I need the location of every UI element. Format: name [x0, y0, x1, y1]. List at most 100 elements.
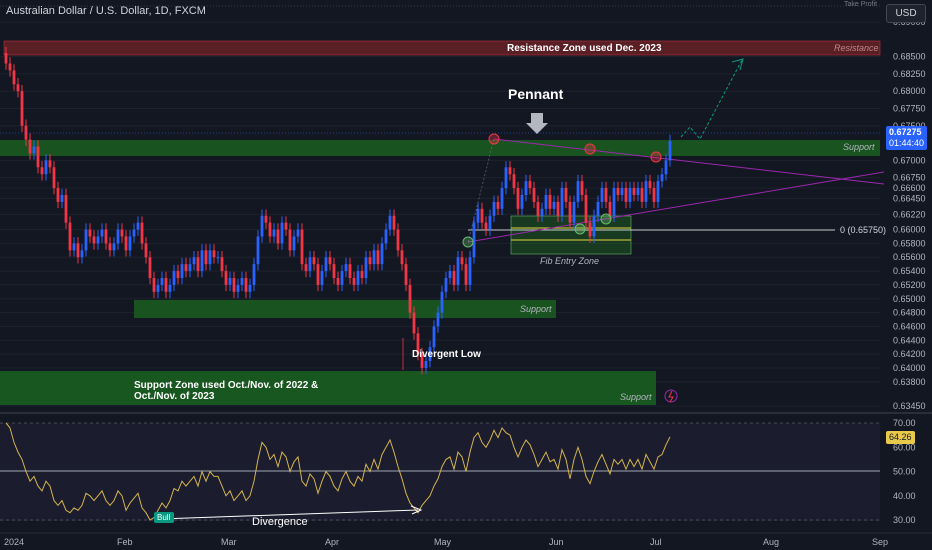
- candle-body: [48, 160, 52, 168]
- price-tick-label: 0.67750: [893, 103, 926, 113]
- candle-body: [476, 208, 480, 223]
- candle-body: [448, 271, 452, 278]
- candle-body: [440, 291, 444, 313]
- pennant-label: Pennant: [508, 86, 564, 102]
- candle: [484, 216, 488, 236]
- candle-body: [60, 194, 64, 202]
- candle-body: [260, 215, 264, 237]
- support-zone-low: [0, 371, 656, 405]
- candle-body: [76, 243, 80, 258]
- candle-body: [624, 188, 628, 202]
- candle-body: [432, 326, 436, 348]
- candle: [224, 264, 228, 292]
- candle-body: [160, 278, 164, 285]
- candle-body: [276, 229, 280, 244]
- candle: [284, 216, 288, 236]
- current-price-value: 0.67275: [889, 127, 922, 137]
- currency-button[interactable]: USD: [886, 4, 926, 23]
- candle-body: [124, 236, 128, 251]
- candle: [208, 244, 212, 271]
- candle-body: [236, 284, 240, 292]
- candle-body: [148, 257, 152, 278]
- candle-body: [72, 243, 76, 251]
- candle-body: [376, 250, 380, 265]
- candle: [40, 161, 44, 181]
- candle: [16, 78, 20, 98]
- candle-body: [116, 229, 120, 244]
- candle-body: [88, 229, 92, 237]
- candle: [556, 195, 560, 222]
- candle: [180, 257, 184, 285]
- price-tick-label: 0.64000: [893, 363, 926, 373]
- candle-body: [532, 188, 536, 202]
- price-tick-label: 0.65800: [893, 238, 926, 248]
- price-tick-label: 0.66600: [893, 183, 926, 193]
- candle-body: [220, 257, 224, 272]
- pivot-circle: [462, 236, 474, 248]
- candle: [648, 174, 652, 195]
- candle-body: [600, 188, 604, 202]
- candle: [236, 278, 240, 299]
- candle: [524, 174, 528, 202]
- candle: [440, 285, 444, 319]
- candle-body: [208, 250, 212, 265]
- candle-body: [436, 312, 440, 327]
- candle: [4, 46, 8, 70]
- candle-body: [84, 229, 88, 251]
- candle: [644, 174, 648, 209]
- candle: [372, 244, 376, 271]
- candle-body: [520, 194, 524, 209]
- price-tick-label: 0.64400: [893, 335, 926, 345]
- candle: [160, 271, 164, 292]
- candle-body: [540, 208, 544, 216]
- price-tick-label: 0.65200: [893, 280, 926, 290]
- candle-body: [268, 222, 272, 237]
- candle: [540, 202, 544, 222]
- candle-body: [24, 125, 28, 140]
- candle-body: [664, 160, 668, 175]
- candle: [44, 154, 48, 181]
- candle-body: [36, 146, 40, 168]
- divergent-low-label: Divergent Low: [412, 349, 481, 360]
- take-profit-label: Take Profit: [844, 1, 878, 8]
- bull-badge: [154, 512, 174, 523]
- candle-body: [516, 188, 520, 209]
- candle-body: [104, 229, 108, 244]
- candle: [356, 264, 360, 292]
- candle-body: [552, 201, 556, 209]
- pivot-circle: [600, 213, 612, 225]
- date-tick-label: Mar: [221, 537, 237, 547]
- candle: [260, 209, 264, 243]
- candle: [636, 181, 640, 202]
- candle: [152, 271, 156, 299]
- candle-body: [572, 201, 576, 223]
- candle-body: [452, 271, 456, 285]
- candle-body: [216, 257, 220, 259]
- candle-body: [224, 271, 228, 285]
- candle-body: [596, 201, 600, 216]
- candle-body: [232, 278, 236, 292]
- candle-body: [500, 188, 504, 209]
- support-zone-text-line1: Support Zone used Oct./Nov. of 2022 &: [134, 380, 319, 391]
- candle-body: [308, 257, 312, 272]
- candle: [460, 251, 464, 271]
- date-tick-label: Sep: [872, 537, 888, 547]
- candle: [156, 278, 160, 299]
- candle-body: [28, 139, 32, 154]
- support-zone-text: Support Zone used Oct./Nov. of 2022 & Oc…: [134, 380, 318, 402]
- candle-body: [288, 229, 292, 251]
- candle-body: [164, 278, 168, 292]
- candle-body: [192, 257, 196, 265]
- candle-body: [504, 167, 508, 189]
- candle-body: [380, 243, 384, 265]
- current-price-badge: 0.67275 01:44:40: [886, 126, 928, 150]
- candle-body: [640, 188, 644, 202]
- candle-body: [40, 167, 44, 175]
- price-tick-label: 0.68250: [893, 69, 926, 79]
- candle: [416, 327, 420, 361]
- candle: [120, 223, 124, 243]
- candle-body: [464, 264, 468, 285]
- support-mid-label: Support: [520, 304, 552, 314]
